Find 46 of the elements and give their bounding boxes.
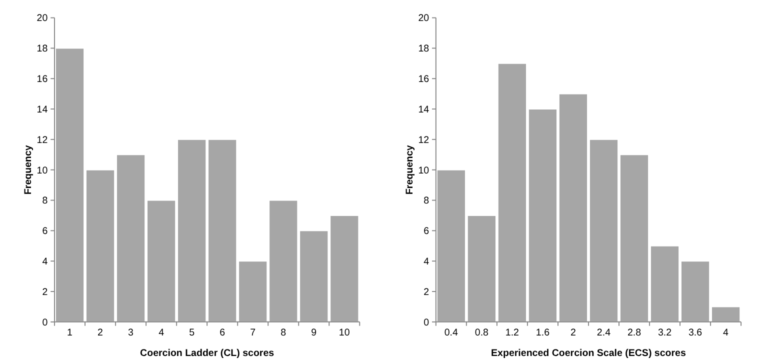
- x-tick-label: 3.6: [688, 328, 702, 339]
- y-tick-label: 18: [418, 44, 430, 55]
- x-tick-label: 5: [189, 328, 196, 339]
- y-tick-label: 8: [424, 196, 430, 207]
- x-tick-label: 1: [67, 328, 72, 339]
- x-tick-label: 4: [158, 328, 165, 339]
- y-tick-label: 10: [36, 165, 48, 176]
- y-tick-label: 4: [424, 256, 430, 268]
- y-tick-label: 10: [418, 165, 430, 176]
- y-tick-label: 12: [418, 134, 430, 146]
- x-tick-label: 1.6: [536, 328, 550, 339]
- y-tick-label: 6: [424, 226, 430, 238]
- y-tick-label: 0: [42, 317, 48, 328]
- y-tick-label: 8: [42, 196, 48, 207]
- x-axis-title: Coercion Ladder (CL) scores: [140, 348, 275, 360]
- y-tick-label: 20: [36, 13, 48, 24]
- y-axis-title: Frequency: [404, 144, 416, 195]
- x-tick-label: 4: [723, 328, 730, 339]
- y-tick-label: 12: [36, 134, 48, 146]
- y-tick-label: 16: [418, 74, 430, 86]
- x-tick-label: 0.4: [444, 328, 459, 339]
- y-tick-label: 2: [424, 286, 430, 298]
- x-tick-label: 6: [220, 328, 226, 339]
- x-tick-label: 2.4: [596, 328, 612, 339]
- y-tick-label: 18: [36, 44, 48, 55]
- x-tick-label: 2: [570, 328, 576, 339]
- x-tick-label: 1.2: [505, 328, 519, 339]
- x-tick-label: 10: [338, 328, 350, 339]
- y-tick-label: 16: [36, 74, 48, 86]
- x-tick-label: 3.2: [658, 328, 672, 339]
- x-axis-title: Experienced Coercion Scale (ECS) scores: [491, 348, 686, 360]
- x-tick-label: 2: [98, 328, 103, 339]
- y-axis-title: Frequency: [23, 144, 34, 195]
- y-tick-label: 0: [424, 317, 430, 328]
- y-tick-label: 20: [418, 13, 430, 24]
- x-tick-label: 0.8: [474, 328, 488, 339]
- x-tick-label: 2.8: [627, 328, 642, 339]
- x-tick-label: 3: [128, 328, 134, 339]
- y-tick-label: 4: [42, 256, 48, 268]
- x-tick-label: 7: [250, 328, 256, 339]
- y-tick-label: 2: [42, 286, 48, 298]
- y-tick-label: 14: [418, 104, 430, 116]
- y-tick-label: 6: [42, 226, 48, 238]
- x-tick-label: 9: [311, 328, 317, 339]
- x-tick-label: 8: [280, 328, 286, 339]
- y-tick-label: 14: [36, 104, 48, 116]
